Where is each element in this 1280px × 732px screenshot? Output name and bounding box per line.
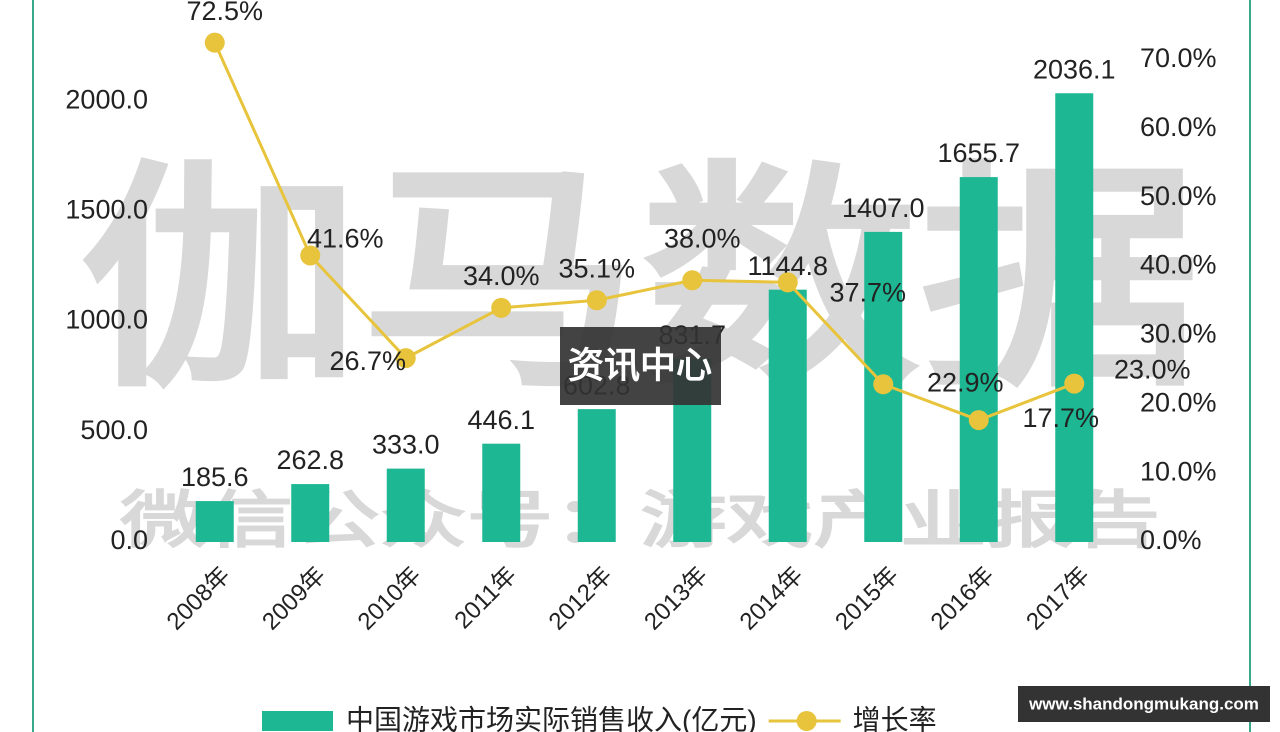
y2-tick-label: 20.0%	[1140, 387, 1217, 417]
bar	[195, 501, 234, 542]
line-point	[300, 245, 321, 266]
overlay-box	[560, 327, 721, 405]
bar	[768, 289, 807, 542]
bar-value-label: 2036.1	[1033, 54, 1116, 84]
x-tick-label: 2014年	[735, 562, 809, 636]
growth-line	[213, 42, 1075, 422]
x-tick-label: 2013年	[639, 562, 713, 636]
line-value-label: 22.9%	[927, 367, 1004, 397]
y-tick-label: 0.0	[110, 525, 148, 555]
bar-value-label: 185.6	[181, 462, 249, 492]
line-value-label: 38.0%	[664, 223, 741, 253]
y-tick-label: 1000.0	[65, 305, 148, 335]
line-value-label: 37.7%	[829, 277, 906, 307]
line-point	[777, 272, 798, 293]
bar	[386, 468, 425, 542]
x-tick-label: 2010年	[353, 562, 427, 636]
y-tick-label: 2000.0	[65, 84, 148, 114]
x-tick-label: 2009年	[257, 562, 331, 636]
y2-tick-label: 70.0%	[1140, 43, 1217, 73]
x-tick-label: 2008年	[162, 562, 236, 636]
bar	[959, 177, 998, 542]
legend-label: 增长率	[853, 704, 937, 732]
line-value-label: 35.1%	[558, 253, 635, 283]
line-point	[586, 290, 607, 311]
x-tick-label: 2012年	[544, 562, 618, 636]
line-point	[1064, 373, 1085, 394]
bar	[1055, 93, 1094, 542]
bar-value-label: 333.0	[372, 430, 440, 460]
line-value-label: 23.0%	[1114, 355, 1191, 385]
bar-value-label: 446.1	[467, 405, 535, 435]
x-tick-label: 2017年	[1021, 562, 1095, 636]
bar-value-label: 262.8	[276, 445, 344, 475]
bar-value-label: 1655.7	[937, 138, 1020, 168]
bar-value-label: 1407.0	[842, 193, 925, 223]
legend-swatch	[796, 711, 817, 731]
line-value-label: 34.0%	[463, 261, 540, 291]
y2-tick-label: 60.0%	[1140, 112, 1217, 142]
line-point	[491, 297, 512, 318]
line-value-label: 17.7%	[1022, 403, 1099, 433]
y2-tick-label: 80.0%	[1140, 0, 1217, 4]
y-tick-label: 1500.0	[65, 195, 148, 225]
legend-swatch	[262, 711, 333, 731]
url-text: www.shandongmukang.com	[1028, 694, 1259, 713]
line-point	[968, 410, 989, 431]
line-value-label: 26.7%	[329, 346, 406, 376]
bar	[577, 409, 616, 542]
overlay-title: 资讯中心	[568, 345, 712, 386]
legend-label: 中国游戏市场实际销售收入(亿元)	[346, 704, 757, 732]
y-tick-label: 500.0	[80, 415, 148, 445]
watermark: 微信公众号：游戏产业报告	[119, 486, 1160, 555]
line-point	[873, 374, 894, 395]
y2-tick-label: 40.0%	[1140, 250, 1217, 280]
line-point	[395, 348, 416, 369]
line-point	[204, 32, 225, 53]
y2-tick-label: 50.0%	[1140, 181, 1217, 211]
bar	[482, 443, 521, 542]
y2-tick-label: 10.0%	[1140, 456, 1217, 486]
line-value-label: 41.6%	[307, 224, 384, 254]
y-tick-label: 2500.0	[65, 0, 148, 4]
line-point	[682, 270, 703, 291]
url-box	[1018, 686, 1270, 722]
y2-tick-label: 0.0%	[1140, 525, 1202, 555]
x-tick-label: 2015年	[830, 562, 904, 636]
line-value-label: 72.5%	[186, 0, 263, 26]
bar	[291, 484, 330, 542]
x-tick-label: 2011年	[449, 562, 522, 635]
y2-tick-label: 30.0%	[1140, 319, 1217, 349]
x-tick-label: 2016年	[926, 562, 1000, 636]
